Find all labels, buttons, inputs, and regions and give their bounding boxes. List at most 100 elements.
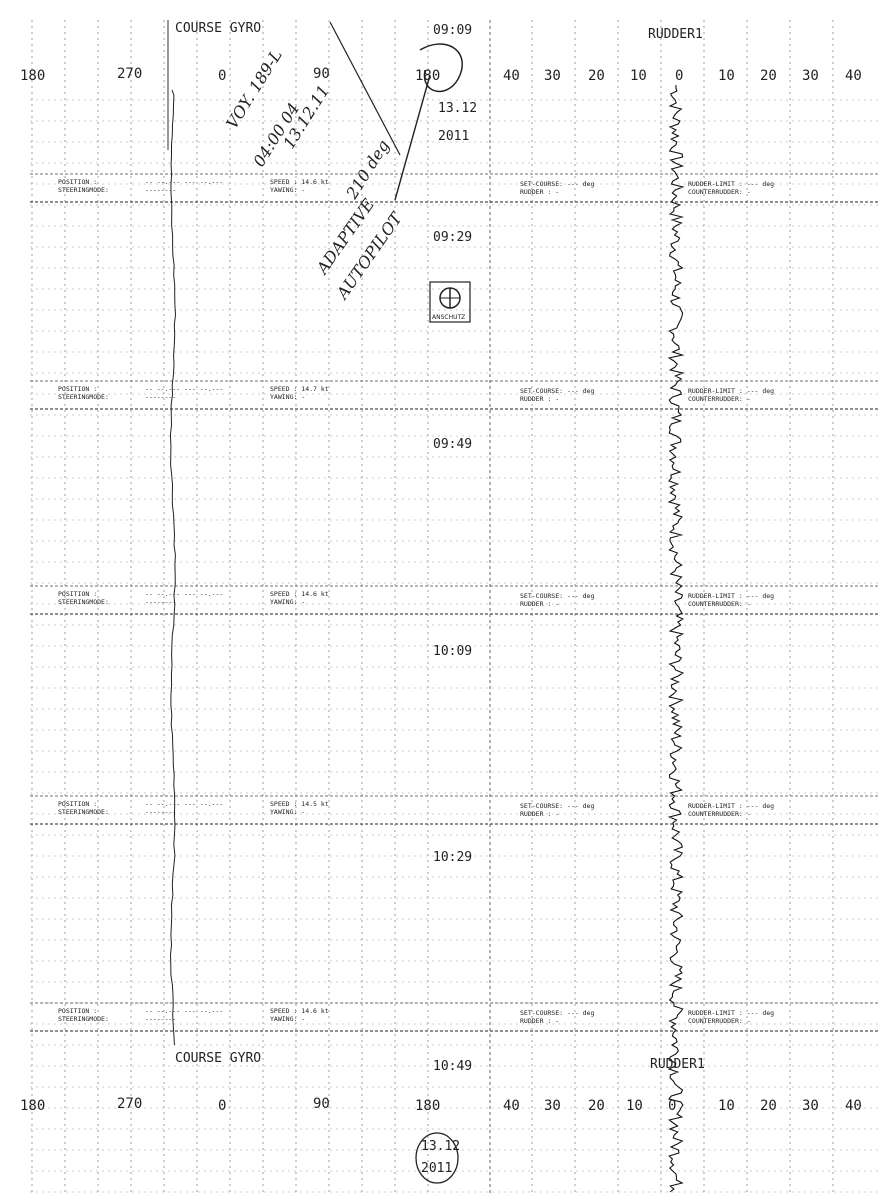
course-tick: 90 (313, 66, 330, 82)
counterrudder-value: COUNTERRUDDER: - (688, 600, 751, 608)
footer-course-tick: 0 (218, 1098, 226, 1114)
rudder-tick: 10 (630, 68, 647, 84)
anschutz-logo: ANSCHUTZ (429, 281, 471, 323)
footer-rudder-title: RUDDER1 (650, 1057, 705, 1072)
course-gyro-title: COURSE GYRO (175, 21, 261, 36)
footer-rudder-tick: 40 (845, 1098, 862, 1114)
steering-mode-value: -------- (145, 393, 176, 401)
steering-mode-value: -------- (145, 598, 176, 606)
set-course-value: SET-COURSE: --- deg (520, 387, 594, 395)
rudder-limit-value: RUDDER-LIMIT : --- deg (688, 387, 774, 395)
position-label: POSITION : (58, 800, 97, 808)
grid-lines (30, 20, 880, 1195)
handwritten-line: 210 deg (342, 136, 393, 203)
set-course-value: SET-COURSE: --- deg (520, 592, 594, 600)
rudder-value: RUDDER : - (520, 188, 559, 196)
handwritten-stroke (329, 21, 401, 156)
segment-time: 10:29 (433, 850, 472, 865)
start-date-day: 13.12 (438, 101, 477, 116)
logo-text: ANSCHUTZ (432, 314, 465, 321)
rudder-limit-value: RUDDER-LIMIT : --- deg (688, 802, 774, 810)
footer-date-day: 13.12 (421, 1139, 460, 1154)
rudder-tick: 40 (503, 68, 520, 84)
speed-value: SPEED : 14.6 kt (270, 178, 329, 186)
segment-time: 10:09 (433, 644, 472, 659)
rudder-tick: 30 (802, 68, 819, 84)
counterrudder-value: COUNTERRUDDER: - (688, 810, 751, 818)
position-value: -- --.--- --- --.--- (145, 385, 223, 393)
steering-mode-label: STEERINGMODE: (58, 393, 109, 401)
rudder-tick: 30 (544, 68, 561, 84)
rudder-value: RUDDER : - (520, 395, 559, 403)
yawing-value: YAWING: - (270, 1015, 305, 1023)
rudder-tick: 10 (718, 68, 735, 84)
position-value: -- --.--- --- --.--- (145, 800, 223, 808)
rudder-tick: 0 (675, 68, 683, 84)
set-course-value: SET-COURSE: --- deg (520, 180, 594, 188)
rudder-tick: 20 (760, 68, 777, 84)
rudder-title: RUDDER1 (648, 27, 703, 42)
footer-rudder-tick: 20 (588, 1098, 605, 1114)
course-tick: 270 (117, 66, 142, 82)
footer-rudder-tick: 40 (503, 1098, 520, 1114)
steering-mode-value: -------- (145, 808, 176, 816)
position-label: POSITION : (58, 1007, 97, 1015)
date-stamp-circle (415, 1132, 459, 1184)
course-tick: 0 (218, 68, 226, 84)
footer-rudder-tick: 20 (760, 1098, 777, 1114)
steering-mode-value: -------- (145, 186, 176, 194)
footer-rudder-tick: 30 (544, 1098, 561, 1114)
footer-rudder-tick: 10 (626, 1098, 643, 1114)
segment-time: 09:49 (433, 437, 472, 452)
yawing-value: YAWING: - (270, 393, 305, 401)
rudder-tick: 20 (588, 68, 605, 84)
footer-course-gyro-title: COURSE GYRO (175, 1051, 261, 1066)
rudder-value: RUDDER : - (520, 1017, 559, 1025)
segment-time: 09:29 (433, 230, 472, 245)
footer-course-tick: 180 (20, 1098, 45, 1114)
rudder-limit-value: RUDDER-LIMIT : --- deg (688, 180, 774, 188)
handwritten-stroke (394, 74, 431, 201)
yawing-value: YAWING: - (270, 186, 305, 194)
segment-time: 09:09 (433, 23, 472, 38)
course-tick: 180 (415, 68, 440, 84)
position-value: -- --.--- --- --.--- (145, 590, 223, 598)
footer-rudder-tick: 0 (668, 1098, 676, 1114)
yawing-value: YAWING: - (270, 808, 305, 816)
speed-value: SPEED : 14.6 kt (270, 1007, 329, 1015)
rudder-value: RUDDER : - (520, 810, 559, 818)
segment-time: 10:49 (433, 1059, 472, 1074)
position-value: -- --.--- --- --.--- (145, 178, 223, 186)
rudder-trace (667, 84, 685, 1193)
footer-course-tick: 180 (415, 1098, 440, 1114)
rudder-limit-value: RUDDER-LIMIT : --- deg (688, 592, 774, 600)
course-tick: 180 (20, 68, 45, 84)
position-label: POSITION : (58, 178, 97, 186)
set-course-value: SET-COURSE: --- deg (520, 802, 594, 810)
start-date-year: 2011 (438, 129, 469, 144)
position-label: POSITION : (58, 590, 97, 598)
speed-value: SPEED : 14.5 kt (270, 800, 329, 808)
counterrudder-value: COUNTERRUDDER: - (688, 188, 751, 196)
position-value: -- --.--- --- --.--- (145, 1007, 223, 1015)
speed-value: SPEED : 14.7 kt (270, 385, 329, 393)
yawing-value: YAWING: - (270, 598, 305, 606)
handwritten-scribble (419, 43, 463, 92)
steering-mode-label: STEERINGMODE: (58, 1015, 109, 1023)
footer-course-tick: 270 (117, 1096, 142, 1112)
steering-mode-label: STEERINGMODE: (58, 598, 109, 606)
steering-mode-value: -------- (145, 1015, 176, 1023)
rudder-tick: 40 (845, 68, 862, 84)
recorder-traces (169, 84, 685, 1193)
rudder-value: RUDDER : - (520, 600, 559, 608)
footer-rudder-tick: 30 (802, 1098, 819, 1114)
segment-labels: POSITION :STEERINGMODE:-- --.--- --- --.… (58, 23, 774, 1074)
course-gyro-trace (169, 89, 177, 1046)
speed-value: SPEED : 14.6 kt (270, 590, 329, 598)
footer-rudder-tick: 10 (718, 1098, 735, 1114)
counterrudder-value: COUNTERRUDDER: - (688, 1017, 751, 1025)
steering-mode-label: STEERINGMODE: (58, 186, 109, 194)
rudder-limit-value: RUDDER-LIMIT : --- deg (688, 1009, 774, 1017)
footer-date-year: 2011 (421, 1161, 452, 1176)
